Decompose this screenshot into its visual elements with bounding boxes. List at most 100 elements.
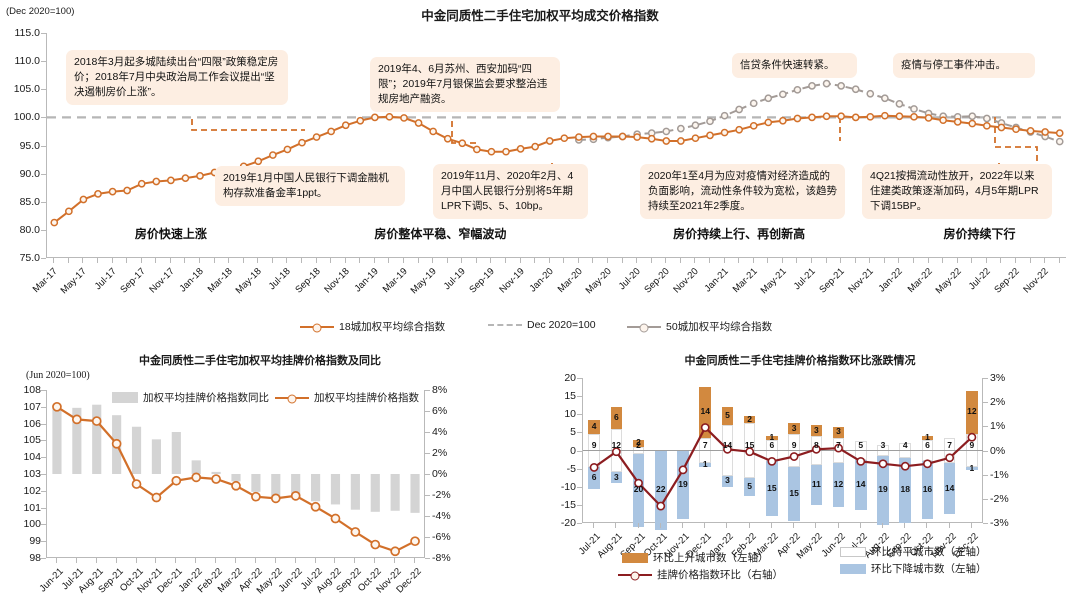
bl-y-tickmark (41, 423, 46, 425)
bl-yoy-bar (291, 474, 301, 499)
bl-x-tickmark (374, 558, 376, 563)
bl-yoy-bar (52, 404, 62, 474)
br-x-tickmark (726, 523, 728, 528)
br-rising-bar (721, 407, 734, 426)
bl-data-point (211, 474, 221, 484)
top-x-tickmark (257, 258, 259, 263)
bl-y-tickmark (41, 507, 46, 509)
br-y2-tickmark (983, 474, 988, 476)
bl-y2-tickmark (425, 390, 430, 391)
top-data-point (910, 105, 918, 113)
top-y-tickmark (41, 173, 46, 175)
bl-x-tickmark (215, 558, 217, 563)
br-falling-bar (610, 472, 623, 484)
top-chart-plot-area: 房价快速上涨 房价整体平稳、窄幅波动 房价持续上行、再创新高 房价持续下行 (46, 33, 1067, 258)
top-data-point (502, 147, 510, 156)
top-y-tickmark (41, 33, 46, 34)
br-x-tickmark (948, 523, 950, 528)
br-falling-bar-label: 14 (856, 478, 866, 489)
bl-data-point (191, 472, 202, 483)
br-falling-bar (677, 450, 689, 520)
top-legend-item-2: 50城加权平均综合指数 (627, 319, 772, 334)
bl-legend-label-1: 加权平均挂牌价格指数 (314, 392, 419, 404)
top-data-point (749, 99, 758, 108)
top-data-point (983, 121, 991, 130)
top-chart-unit-label: (Dec 2020=100) (6, 6, 75, 17)
bl-yoy-bar (211, 471, 221, 474)
top-chart: (Dec 2020=100) 中金同质性二手住宅加权平均成交价格指数 75.0 8… (6, 6, 1067, 334)
top-data-point (895, 100, 904, 108)
top-x-tickmark (636, 258, 638, 263)
top-x-tickmark (985, 258, 987, 263)
top-y-tickmark (41, 201, 46, 203)
top-x-label: Jul-21 (791, 266, 818, 293)
bl-yoy-bar (271, 474, 281, 498)
top-data-point (123, 186, 131, 195)
top-x-tickmark (330, 258, 332, 263)
br-falling-bar-label: 18 (900, 484, 910, 495)
br-data-point (700, 423, 710, 432)
top-data-point (443, 134, 452, 143)
br-x-tickmark (748, 523, 750, 528)
top-legend-item-0: 18城加权平均综合指数 (300, 319, 445, 334)
top-data-point (327, 127, 335, 136)
br-y-tick: -10 (560, 480, 576, 493)
top-x-tickmark (271, 258, 273, 263)
top-x-tickmark (592, 258, 594, 263)
br-rising-bar (610, 407, 623, 429)
br-flat-bar-label: 6 (925, 439, 930, 450)
top-x-tickmark (665, 258, 667, 263)
top-callout-connector (191, 119, 305, 131)
br-flat-bar-label: 2 (636, 439, 641, 450)
bl-data-point (91, 416, 102, 426)
br-legend-label-0: 环比上升城市数（左轴） (653, 552, 769, 564)
top-phase-label: 房价持续下行 (943, 227, 1016, 241)
top-data-point (749, 121, 758, 130)
br-y2-tickmark (983, 498, 988, 500)
bottom-right-chart: 中金同质性二手住宅挂牌价格指数环比涨跌情况 -20 -15 -10 -5 0 5 10 15 2… (530, 350, 1080, 615)
bl-x-tickmark (394, 558, 396, 563)
br-falling-bar-label: 3 (725, 475, 730, 486)
top-x-tickmark (126, 258, 128, 263)
br-data-point (767, 456, 777, 466)
top-x-label: Nov-21 (846, 266, 877, 296)
br-falling-bar (766, 461, 778, 516)
top-x-tickmark (840, 258, 842, 263)
top-x-tickmark (1029, 258, 1031, 263)
top-legend-label-2: 50城加权平均综合指数 (666, 321, 773, 333)
top-data-point (487, 147, 496, 156)
bl-yoy-bar (231, 474, 241, 482)
br-rising-bar-label: 4 (591, 420, 597, 431)
top-x-label: Jul-18 (267, 266, 294, 293)
br-falling-bar-label: 5 (747, 480, 753, 491)
bl-yoy-bar (251, 474, 261, 492)
top-x-tickmark (577, 258, 579, 263)
top-data-point (895, 112, 904, 121)
top-y-tickmark (41, 117, 46, 119)
top-x-tickmark (752, 258, 754, 263)
top-x-label: May-17 (59, 266, 90, 297)
top-data-point (953, 118, 962, 126)
br-flat-bar-label: 8 (813, 439, 819, 450)
bl-y-tick: 108 (23, 384, 41, 396)
br-falling-bar-label: 6 (591, 471, 597, 482)
bl-x-tickmark (175, 558, 177, 563)
bl-y-tickmark (41, 440, 46, 442)
top-data-point (516, 145, 525, 153)
bl-y2-tick: -4% (432, 510, 451, 522)
top-phase-label: 房价持续上行、再创新高 (673, 227, 806, 241)
br-falling-bar (855, 459, 867, 511)
top-y-tickmark (41, 229, 46, 231)
top-callout-5: 2020年1至4月为应对疫情对经济造成的负面影响，流动性条件较为宽松，该趋势持续… (640, 164, 845, 219)
top-x-label: Jan-19 (352, 266, 381, 295)
top-x-label: Nov-18 (322, 266, 352, 296)
bl-y-tick: 103 (23, 468, 41, 480)
br-data-point (789, 452, 799, 461)
br-y2-tickmark (983, 378, 988, 379)
top-x-label: Jul-17 (92, 266, 119, 293)
top-x-label: Sep-22 (992, 266, 1022, 296)
br-falling-bar-label: 15 (767, 482, 777, 493)
bl-x-tickmark (254, 558, 256, 563)
top-y-tick: 95.0 (19, 139, 40, 152)
bl-x-tickmark (195, 558, 197, 563)
